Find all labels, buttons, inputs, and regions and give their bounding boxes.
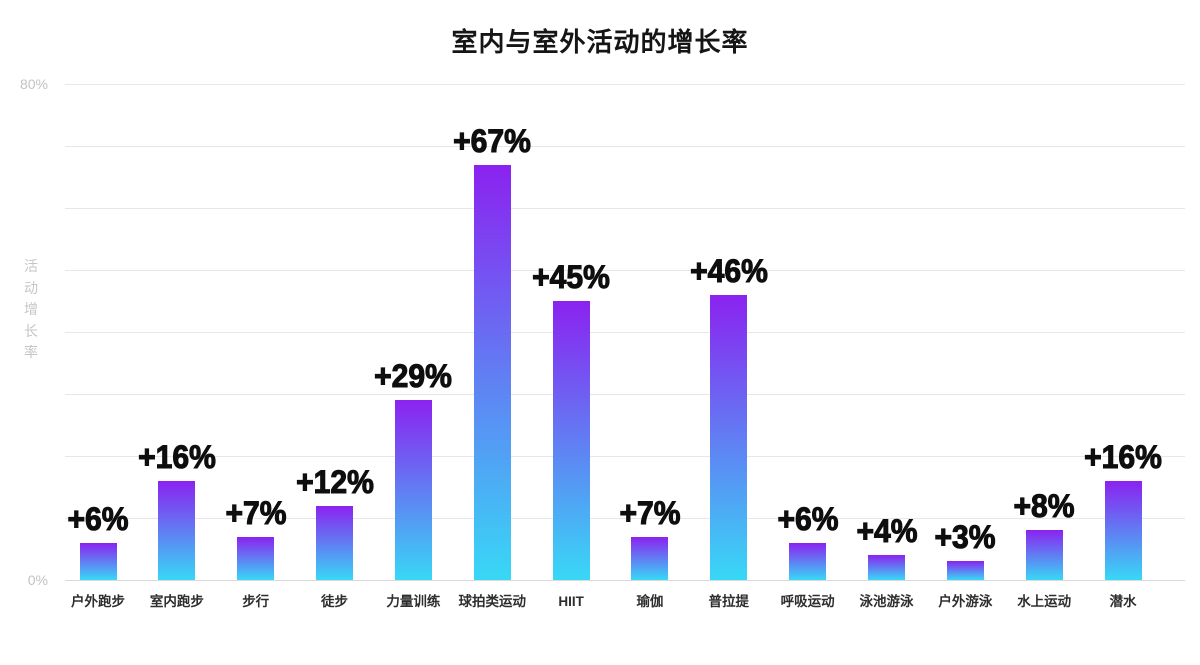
bar [473,164,511,580]
bar-value-label: +8% [1013,488,1075,525]
bar-value-label: +46% [689,252,768,289]
y-axis-tick-80: 80% [19,76,48,92]
y-axis-label: 活动增长率 [24,258,39,360]
bar-value-label: +67% [453,122,532,159]
bar [789,542,827,580]
category-label: 户外游泳 [938,594,993,609]
category-label: 力量训练 [386,594,441,609]
gridline [65,518,1185,519]
y-axis-tick-0: 0% [27,572,48,588]
bar [158,480,196,580]
bar-value-label: +29% [374,358,453,395]
category-label: 水上运动 [1017,594,1072,609]
gridline [65,146,1185,147]
bar-value-label: +45% [532,258,611,295]
gridline [65,84,1185,85]
category-label: 步行 [242,594,270,609]
category-label: 潜水 [1109,594,1137,609]
category-label: 瑜伽 [636,594,664,609]
bar-value-label: +7% [225,494,287,531]
bar [1104,480,1142,580]
bar [946,561,984,580]
gridline [65,208,1185,209]
category-label: 室内跑步 [149,594,204,609]
category-label: 普拉提 [708,594,750,609]
baseline-gridline [65,580,1185,581]
category-label: 户外跑步 [71,594,125,609]
bar [237,536,275,580]
bar-value-label: +3% [934,519,996,556]
bar [710,294,748,580]
bar-value-label: +12% [295,463,374,500]
gridline [65,394,1185,395]
bar-value-label: +16% [137,438,216,475]
bar [316,505,354,580]
gridline [65,456,1185,457]
category-label: HIIT [558,594,584,609]
bar [552,301,590,580]
category-label: 呼吸运动 [780,594,835,609]
bar-value-label: +16% [1084,438,1163,475]
bar-value-label: +7% [619,494,681,531]
bar-value-label: +6% [67,500,129,537]
category-label: 泳池游泳 [859,594,914,609]
bar [868,555,905,580]
bar-value-label: +4% [855,513,918,550]
bar [394,400,432,580]
bar [1025,530,1063,580]
chart-title: 室内与室外活动的增长率 [451,27,749,57]
bar-value-label: +6% [777,500,839,537]
bar [631,536,669,580]
category-label: 徒步 [321,594,349,609]
bar [79,542,117,580]
gridline [65,332,1185,333]
gridline [65,270,1185,271]
category-label: 球拍类运动 [458,594,527,609]
